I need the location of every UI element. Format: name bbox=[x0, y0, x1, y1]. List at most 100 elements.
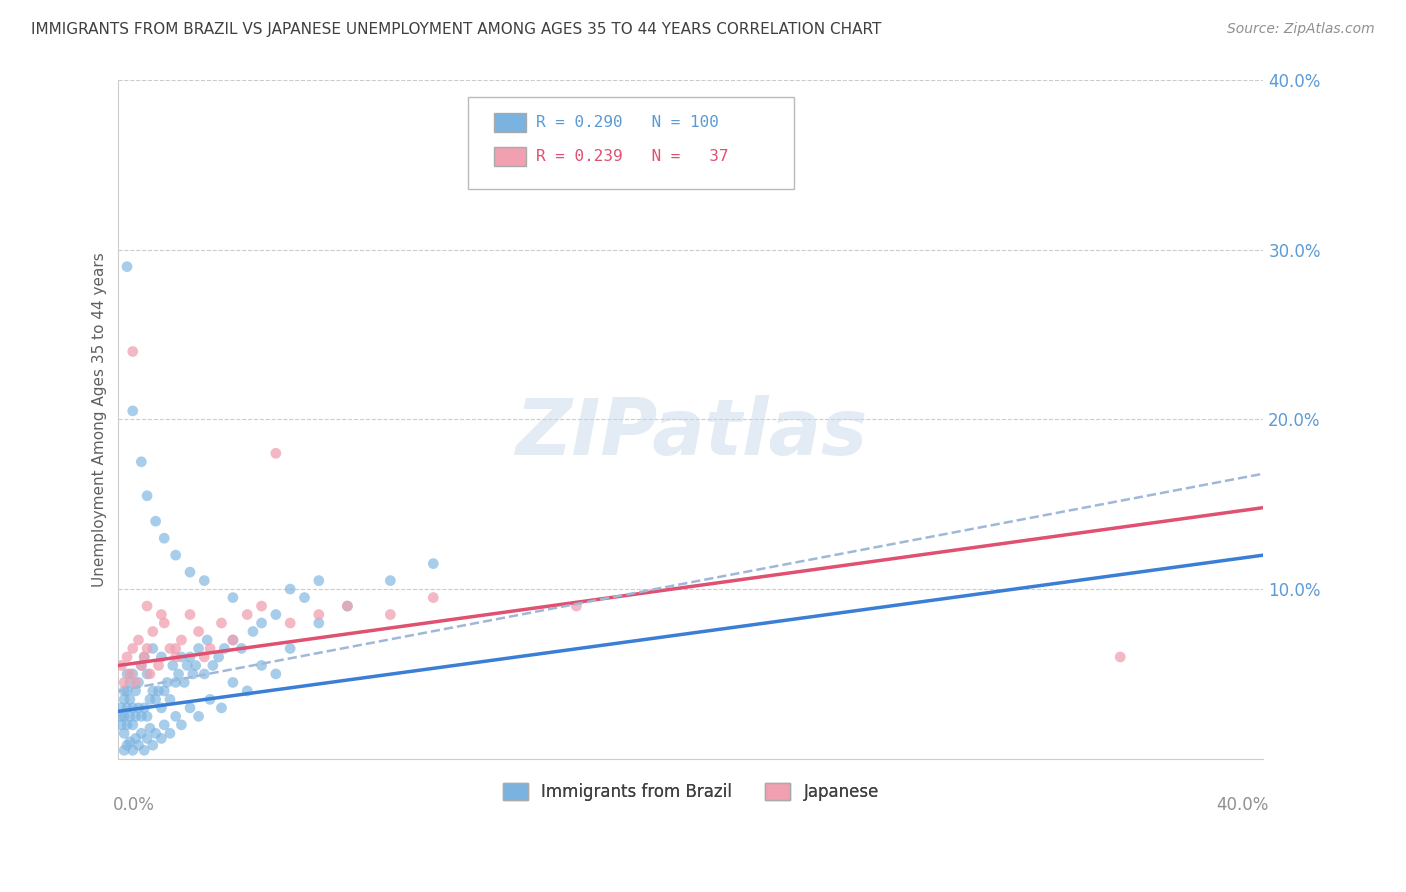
Point bbox=[294, 591, 316, 605]
Point bbox=[214, 641, 236, 656]
Point bbox=[565, 599, 588, 613]
Text: ZIPatlas: ZIPatlas bbox=[515, 395, 868, 471]
Point bbox=[193, 667, 215, 681]
Point bbox=[148, 658, 170, 673]
FancyBboxPatch shape bbox=[494, 113, 526, 132]
Point bbox=[207, 650, 229, 665]
Point bbox=[134, 650, 156, 665]
Point bbox=[278, 641, 301, 656]
Point bbox=[187, 624, 209, 639]
Text: Source: ZipAtlas.com: Source: ZipAtlas.com bbox=[1227, 22, 1375, 37]
Point bbox=[308, 607, 330, 622]
Point bbox=[121, 344, 143, 359]
Point bbox=[118, 735, 141, 749]
Point bbox=[115, 260, 138, 274]
Point bbox=[112, 726, 135, 740]
Point bbox=[127, 738, 149, 752]
Point bbox=[124, 675, 146, 690]
Point bbox=[118, 692, 141, 706]
Point bbox=[134, 701, 156, 715]
Point bbox=[250, 615, 273, 630]
Point bbox=[198, 692, 221, 706]
Point bbox=[184, 658, 207, 673]
Point bbox=[153, 684, 176, 698]
Point bbox=[131, 658, 153, 673]
Point bbox=[264, 667, 287, 681]
Point bbox=[136, 667, 159, 681]
Text: 40.0%: 40.0% bbox=[1216, 797, 1270, 814]
Point bbox=[121, 667, 143, 681]
Point bbox=[136, 731, 159, 746]
Point bbox=[336, 599, 359, 613]
Point bbox=[134, 650, 156, 665]
Point bbox=[127, 701, 149, 715]
Point bbox=[139, 692, 162, 706]
Point bbox=[121, 743, 143, 757]
Text: IMMIGRANTS FROM BRAZIL VS JAPANESE UNEMPLOYMENT AMONG AGES 35 TO 44 YEARS CORREL: IMMIGRANTS FROM BRAZIL VS JAPANESE UNEMP… bbox=[31, 22, 882, 37]
Point bbox=[115, 650, 138, 665]
Point bbox=[264, 446, 287, 460]
Point bbox=[150, 731, 173, 746]
Point bbox=[250, 599, 273, 613]
Point bbox=[148, 684, 170, 698]
Point bbox=[112, 675, 135, 690]
Point bbox=[165, 548, 187, 562]
Point bbox=[110, 701, 132, 715]
Point bbox=[131, 455, 153, 469]
Point bbox=[278, 582, 301, 596]
Point bbox=[110, 709, 132, 723]
Point bbox=[193, 650, 215, 665]
Point bbox=[142, 624, 165, 639]
Point bbox=[136, 641, 159, 656]
Point bbox=[115, 684, 138, 698]
Point bbox=[142, 684, 165, 698]
Point bbox=[136, 709, 159, 723]
Point bbox=[150, 701, 173, 715]
Point bbox=[336, 599, 359, 613]
Point bbox=[131, 726, 153, 740]
Point bbox=[118, 709, 141, 723]
Point bbox=[115, 738, 138, 752]
Point bbox=[236, 684, 259, 698]
Point bbox=[112, 684, 135, 698]
Point bbox=[150, 607, 173, 622]
Point bbox=[195, 632, 218, 647]
Point bbox=[159, 692, 181, 706]
Point bbox=[198, 641, 221, 656]
Point bbox=[136, 489, 159, 503]
Point bbox=[165, 650, 187, 665]
Point bbox=[121, 404, 143, 418]
Point bbox=[127, 675, 149, 690]
Point bbox=[422, 557, 444, 571]
Point bbox=[181, 667, 204, 681]
Point bbox=[124, 709, 146, 723]
Point bbox=[124, 731, 146, 746]
Point bbox=[139, 667, 162, 681]
Point bbox=[112, 692, 135, 706]
Point bbox=[179, 701, 201, 715]
Point bbox=[380, 607, 402, 622]
Point bbox=[121, 641, 143, 656]
Point bbox=[211, 615, 233, 630]
Point bbox=[145, 514, 167, 528]
Point bbox=[145, 692, 167, 706]
Legend: Immigrants from Brazil, Japanese: Immigrants from Brazil, Japanese bbox=[496, 777, 886, 808]
Point bbox=[165, 675, 187, 690]
Point bbox=[165, 641, 187, 656]
Point bbox=[250, 658, 273, 673]
Point bbox=[112, 709, 135, 723]
Point bbox=[131, 658, 153, 673]
Point bbox=[159, 726, 181, 740]
Point bbox=[159, 641, 181, 656]
Point bbox=[110, 718, 132, 732]
Point bbox=[187, 641, 209, 656]
Point bbox=[121, 718, 143, 732]
Point bbox=[121, 701, 143, 715]
Point bbox=[179, 565, 201, 579]
Point bbox=[134, 743, 156, 757]
Point bbox=[222, 591, 245, 605]
Point bbox=[142, 738, 165, 752]
Point bbox=[136, 599, 159, 613]
Point bbox=[112, 743, 135, 757]
Point bbox=[231, 641, 253, 656]
